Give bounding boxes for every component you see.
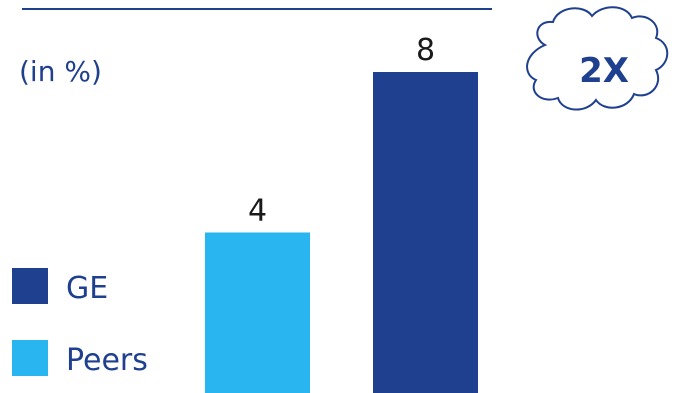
bars-group: 48 [205,33,478,393]
bar-peers [205,232,310,393]
legend-swatch-peers [12,340,48,376]
legend-label-ge: GE [66,271,108,306]
legend-label-peers: Peers [66,343,148,378]
legend-swatch-ge [12,268,48,304]
annotation-label: 2X [579,51,629,91]
y-axis-label: (in %) [19,55,102,88]
legend: GE Peers [12,268,148,378]
cloud-icon [526,6,669,111]
annotation-cloud: 2X [526,6,669,111]
bar-ge [373,72,478,393]
data-label-ge: 8 [416,33,435,68]
data-label-peers: 4 [248,194,267,229]
